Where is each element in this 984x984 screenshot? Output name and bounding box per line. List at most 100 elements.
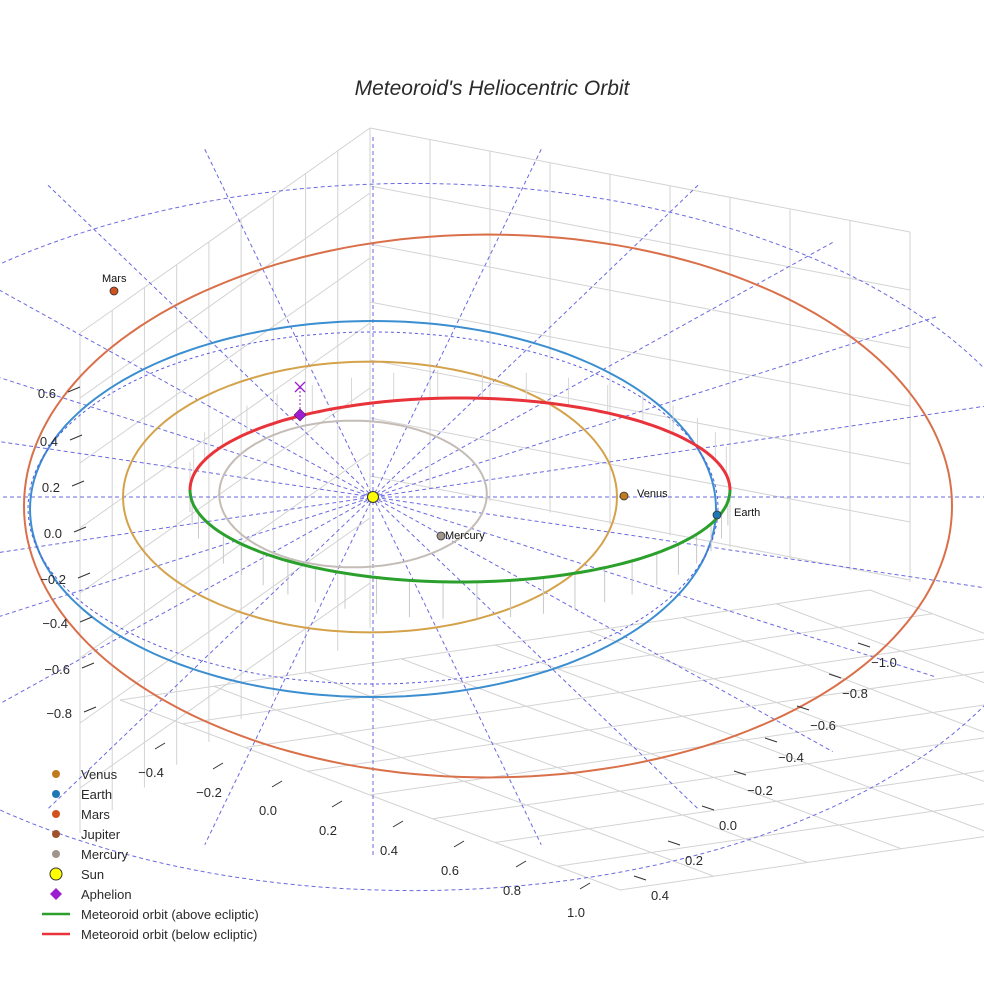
y-tick-label: 0.2 xyxy=(685,853,703,868)
grid-line xyxy=(79,582,371,789)
legend-symbol-sun xyxy=(49,867,63,881)
y-tick-mark xyxy=(857,642,871,648)
legend-item: Earth xyxy=(52,787,112,802)
z-tick-label: −0.2 xyxy=(40,572,66,587)
y-tick-label: −0.8 xyxy=(842,686,868,701)
ecliptic-radial xyxy=(0,405,984,553)
sun-marker xyxy=(367,491,379,503)
legend-label: Venus xyxy=(81,767,118,782)
x-tick-mark xyxy=(392,820,404,828)
y-tick-mark xyxy=(764,737,778,743)
y-tick-mark xyxy=(828,673,842,679)
grid-line xyxy=(79,127,371,334)
z-tick-mark xyxy=(73,526,87,533)
y-tick-mark xyxy=(633,875,647,881)
legend-item: Mercury xyxy=(52,847,128,862)
legend-item: Meteoroid orbit (above ecliptic) xyxy=(42,907,259,922)
planet-label-venus: Venus xyxy=(637,488,668,500)
x-tick-label: 1.0 xyxy=(567,905,585,920)
legend-symbol-dot xyxy=(52,810,60,818)
legend-item: Venus xyxy=(52,767,118,782)
grid-line xyxy=(588,630,984,782)
grid-line xyxy=(79,322,371,529)
z-tick-label: 0.4 xyxy=(40,434,58,449)
legend-item: Jupiter xyxy=(52,827,121,842)
planet-earth xyxy=(712,510,722,520)
y-tick-mark xyxy=(667,840,681,846)
marker-layer: Venus Earth Mars Mercury xyxy=(102,273,760,542)
z-tick-mark xyxy=(71,480,85,487)
z-tick-mark xyxy=(67,386,81,393)
grid-line xyxy=(557,803,984,867)
z-tick-mark xyxy=(83,706,97,713)
x-tick-mark xyxy=(579,882,591,890)
planet-label-mercury: Mercury xyxy=(445,530,485,542)
legend-item: Mars xyxy=(52,807,110,822)
grid-line xyxy=(432,737,984,820)
earth-ecliptic-trace xyxy=(27,331,719,685)
grid-line xyxy=(244,638,984,748)
grid-line xyxy=(494,770,984,843)
grid-line xyxy=(369,475,911,581)
ecliptic-radial xyxy=(0,441,984,589)
orbit-mars xyxy=(22,233,953,779)
legend: Venus Earth Mars Jupiter Mercury Sun Aphelion M… xyxy=(42,767,259,942)
legend-item: Aphelion xyxy=(50,887,132,902)
legend-label: Jupiter xyxy=(81,827,121,842)
y-tick-label: −1.0 xyxy=(871,655,897,670)
grid-layer xyxy=(79,127,984,891)
x-tick-label: 0.2 xyxy=(319,823,337,838)
x-tick-mark xyxy=(515,860,527,868)
jupiter-orbit xyxy=(0,182,984,892)
planet-label-mars: Mars xyxy=(102,273,127,285)
y-tick-mark xyxy=(796,705,810,711)
z-tick-mark xyxy=(79,616,93,623)
grid-line xyxy=(619,836,984,891)
y-tick-label: 0.4 xyxy=(651,888,669,903)
meteoroid-orbit-above xyxy=(188,489,732,584)
z-tick-label: 0.0 xyxy=(44,526,62,541)
grid-line xyxy=(776,603,984,684)
grid-line xyxy=(79,192,371,399)
grid-line xyxy=(682,617,984,733)
legend-label: Sun xyxy=(81,867,104,882)
x-tick-mark xyxy=(331,800,343,808)
z-tick-label: 0.2 xyxy=(42,480,60,495)
planet-mars xyxy=(109,286,119,296)
planet-label-earth: Earth xyxy=(734,507,760,519)
legend-label: Aphelion xyxy=(81,887,132,902)
legend-symbol-dot xyxy=(52,790,60,798)
z-tick-label: −0.8 xyxy=(46,706,72,721)
grid-line xyxy=(869,589,984,634)
x-tick-mark xyxy=(271,780,283,788)
x-tick-mark xyxy=(212,762,224,770)
y-tick-label: −0.4 xyxy=(778,750,804,765)
x-tick-label: −0.2 xyxy=(196,785,222,800)
x-tick-label: 0.0 xyxy=(259,803,277,818)
grid-line xyxy=(369,417,911,523)
x-tick-mark xyxy=(154,742,166,750)
orbit-layer xyxy=(22,233,953,779)
grid-line xyxy=(369,127,911,233)
y-tick-mark xyxy=(701,805,715,811)
y-tick-label: −0.6 xyxy=(810,718,836,733)
legend-label: Mars xyxy=(81,807,110,822)
planet-mercury xyxy=(436,531,446,541)
y-tick-label: 0.0 xyxy=(719,818,737,833)
legend-item: Sun xyxy=(49,867,104,882)
grid-line xyxy=(79,517,371,724)
meteoroid-orbit-below xyxy=(188,396,732,491)
z-tick-label: 0.6 xyxy=(38,386,56,401)
legend-symbol-dot xyxy=(52,770,60,778)
grid-line xyxy=(79,452,371,659)
legend-label: Meteoroid orbit (below ecliptic) xyxy=(81,927,257,942)
z-tick-label: −0.4 xyxy=(42,616,68,631)
grid-line xyxy=(369,185,911,291)
legend-label: Mercury xyxy=(81,847,128,862)
legend-item: Meteoroid orbit (below ecliptic) xyxy=(42,927,257,942)
grid-line xyxy=(369,243,911,349)
y-tick-mark xyxy=(733,770,747,776)
aphelion-projection xyxy=(294,381,306,393)
legend-symbol-dot xyxy=(52,850,60,858)
